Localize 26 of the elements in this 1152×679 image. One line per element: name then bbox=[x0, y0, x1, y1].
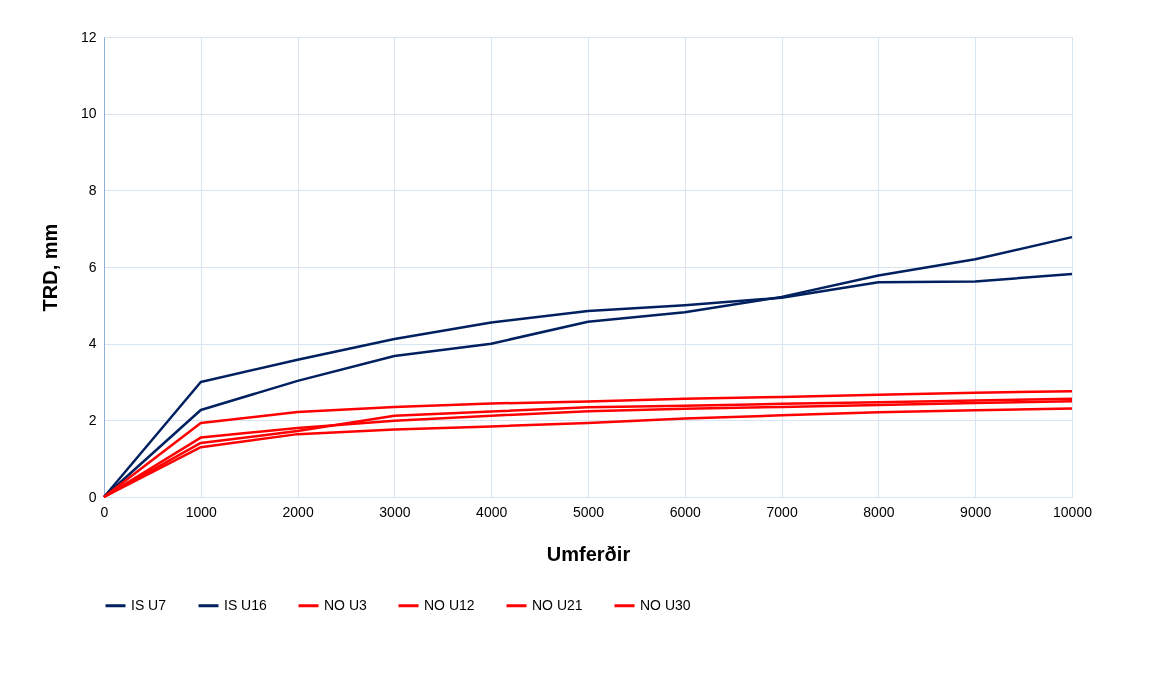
y-tick-label: 10 bbox=[80, 105, 97, 122]
y-tick-label: 0 bbox=[88, 488, 97, 505]
x-tick-label: 7000 bbox=[766, 503, 798, 520]
legend-label: NO U12 bbox=[424, 596, 475, 613]
x-tick-label: 9000 bbox=[960, 503, 992, 520]
x-tick-label: 1000 bbox=[185, 503, 218, 520]
x-tick-label: 2000 bbox=[282, 503, 314, 520]
x-tick-label: 3000 bbox=[379, 503, 411, 520]
x-tick-label: 8000 bbox=[863, 503, 895, 520]
x-tick-label: 0 bbox=[100, 503, 109, 520]
x-tick-label: 10000 bbox=[1053, 503, 1093, 520]
legend-label: NO U30 bbox=[640, 596, 691, 613]
legend-label: IS U16 bbox=[224, 596, 268, 613]
y-tick-label: 12 bbox=[80, 28, 97, 45]
y-axis-title: TRD, mm bbox=[38, 223, 61, 312]
x-axis-title: Umferðir bbox=[546, 542, 631, 565]
y-tick-label: 6 bbox=[88, 258, 97, 275]
x-tick-label: 5000 bbox=[572, 503, 605, 520]
x-tick-label: 6000 bbox=[669, 503, 702, 520]
legend-label: NO U21 bbox=[532, 596, 583, 613]
x-tick-label: 4000 bbox=[476, 503, 508, 520]
legend-label: IS U7 bbox=[131, 596, 167, 613]
y-tick-label: 4 bbox=[88, 335, 97, 352]
y-tick-label: 2 bbox=[88, 411, 97, 428]
legend-label: NO U3 bbox=[324, 596, 367, 613]
y-tick-label: 8 bbox=[88, 181, 97, 198]
